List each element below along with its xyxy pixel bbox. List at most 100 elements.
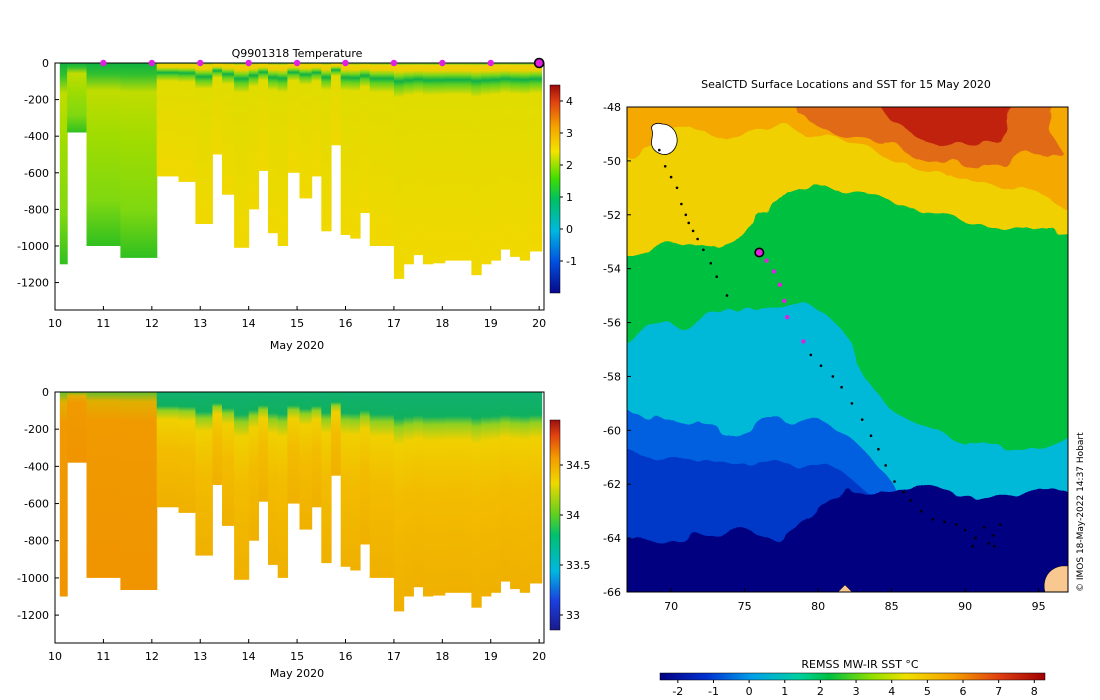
- map-frame: [626, 106, 1069, 593]
- sst-colorbar: [659, 672, 1046, 681]
- lon-tick-label: 90: [958, 600, 972, 613]
- lat-tick-label: -62: [603, 478, 621, 491]
- profile-column: [423, 63, 434, 265]
- track-point: [919, 509, 923, 513]
- track-point: [687, 221, 690, 225]
- colorbar-tick-label: 8: [1031, 685, 1038, 698]
- current-location-marker: [754, 247, 765, 258]
- lat-tick-label: -48: [603, 101, 621, 114]
- recent-location: [782, 298, 787, 304]
- track-point: [669, 175, 673, 179]
- colorbar-tick-label: 1: [781, 685, 788, 698]
- y-tick-label: -400: [24, 460, 49, 473]
- lat-tick-label: -50: [603, 155, 621, 168]
- colorbar-tick-label: 2: [817, 685, 824, 698]
- land-mass: [837, 584, 853, 592]
- profile-column: [287, 63, 301, 173]
- lon-tick-label: 95: [1032, 600, 1046, 613]
- colorbar-tick-label: 1: [566, 191, 573, 204]
- profile-column: [500, 63, 511, 250]
- profile-marker: [293, 59, 301, 67]
- profile-column: [331, 392, 342, 476]
- colorbar-ticks: -2 -1 0 1 2 3 4 5 6 7 8: [672, 680, 1038, 698]
- profile-column: [413, 63, 424, 256]
- profile-column: [86, 63, 121, 246]
- track-point: [993, 544, 996, 548]
- recent-location: [764, 258, 769, 263]
- track-point: [999, 523, 1002, 526]
- colorbar-tick-label: 2: [566, 159, 573, 172]
- latitude-ticks: -48 -50 -52 -54 -56 -58 -60 -62 -64 -66: [603, 101, 631, 599]
- profile-column: [212, 392, 223, 485]
- profile-column: [321, 392, 332, 564]
- profile-column: [519, 392, 531, 593]
- track-point: [696, 237, 699, 241]
- colorbar-tick-label: 0: [746, 685, 753, 698]
- x-tick-label: 18: [435, 650, 449, 663]
- profile-marker: [245, 59, 252, 67]
- profile-column: [423, 392, 434, 597]
- colorbar-tick-label: 34.5: [566, 459, 591, 472]
- sst-field: [627, 107, 1068, 592]
- track-point: [884, 464, 887, 467]
- colorbar-tick-label: -1: [566, 255, 577, 268]
- profile-column: [299, 392, 313, 530]
- profile-column: [178, 63, 196, 182]
- colorbar-tick-label: -2: [672, 685, 683, 698]
- profile-marker: [100, 59, 107, 67]
- colorbar-tick-label: 7: [995, 685, 1002, 698]
- x-tick-label: 15: [290, 317, 304, 330]
- x-tick-label: 17: [387, 317, 401, 330]
- profile-column: [459, 392, 472, 593]
- x-axis-label: May 2020: [270, 667, 324, 680]
- profile-column: [195, 392, 213, 556]
- profile-column: [510, 392, 521, 590]
- colorbar-tick-label: 33.5: [566, 559, 591, 572]
- colorbar-tick-label: 3: [566, 127, 573, 140]
- longitude-ticks: 70 75 80 85 90 95: [664, 588, 1046, 613]
- profile-column: [268, 392, 279, 565]
- profile-marker: [342, 59, 349, 67]
- panel-title: Q9901318 Temperature: [232, 47, 363, 60]
- profile-column: [444, 392, 460, 593]
- x-tick-label: 19: [484, 650, 498, 663]
- track-point: [840, 385, 843, 389]
- x-tick-label: 16: [338, 650, 352, 663]
- profile-column: [481, 392, 492, 597]
- x-tick-label: 18: [435, 317, 449, 330]
- profile-column: [381, 392, 395, 578]
- profile-column: [340, 392, 351, 567]
- profile-column: [459, 63, 472, 261]
- profile-column: [360, 392, 371, 545]
- profile-column: [360, 63, 371, 213]
- profile-marker: [148, 59, 156, 67]
- profile-column: [481, 63, 492, 265]
- profile-column: [212, 63, 223, 155]
- colorbar-tick-label: 3: [853, 685, 860, 698]
- track-point: [819, 364, 823, 368]
- x-tick-label: 14: [242, 650, 256, 663]
- recent-location: [785, 315, 790, 320]
- track-point: [893, 480, 896, 483]
- y-tick-label: -600: [24, 167, 49, 180]
- colorbar-ticks: 33 33.5 34 34.5: [560, 459, 591, 622]
- map-title: SealCTD Surface Locations and SST for 15…: [701, 78, 991, 91]
- track-point: [931, 518, 935, 521]
- profile-column: [59, 392, 68, 597]
- profile-column: [350, 392, 361, 571]
- profile-column: [519, 63, 531, 261]
- profile-column: [86, 392, 121, 578]
- track-point: [809, 353, 813, 357]
- profile-column: [277, 63, 288, 246]
- track-point: [715, 275, 718, 279]
- track-point: [987, 542, 990, 545]
- track-point: [943, 520, 946, 524]
- profile-column: [444, 63, 460, 261]
- lat-tick-label: -64: [603, 532, 621, 545]
- track-point: [709, 262, 713, 265]
- temperature-colorbar: [549, 84, 561, 294]
- x-tick-label: 11: [96, 650, 110, 663]
- lat-tick-label: -54: [603, 263, 621, 276]
- y-tick-label: 0: [42, 386, 49, 399]
